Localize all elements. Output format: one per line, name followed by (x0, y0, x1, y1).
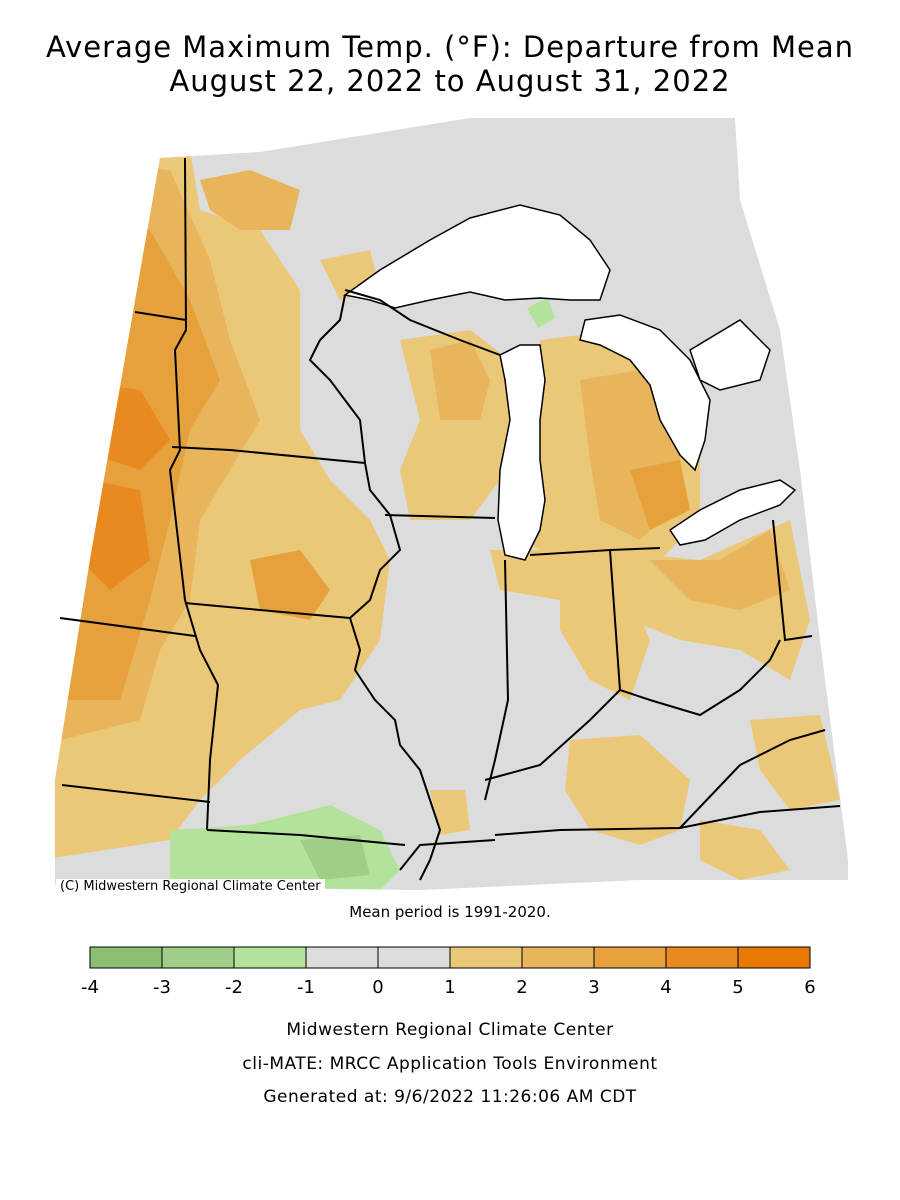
legend-swatch (305, 946, 379, 969)
legend-tick-label: 2 (516, 977, 527, 998)
legend-swatch (449, 946, 523, 969)
legend-swatch (89, 946, 163, 969)
map-date-range: August 22, 2022 to August 31, 2022 (169, 64, 731, 98)
lake-ontario-east (689, 319, 771, 391)
great-lakes (343, 204, 797, 561)
legend-tick-label: 3 (588, 977, 599, 998)
lake-superior (343, 204, 611, 309)
warm-anomaly-wisconsin (400, 330, 520, 520)
legend-swatch (233, 946, 307, 969)
legend-tick-label: -1 (297, 977, 315, 998)
map-copyright-label: (C) Midwestern Regional Climate Center (56, 879, 325, 895)
state-boundaries (59, 157, 841, 881)
legend-tick-label: 4 (660, 977, 671, 998)
legend-tick-label: -4 (81, 977, 99, 998)
legend-tick-label: 0 (372, 977, 383, 998)
legend-swatch (377, 946, 451, 969)
legend-tick-label: 5 (732, 977, 743, 998)
legend-swatch (593, 946, 667, 969)
credit-application: cli-MATE: MRCC Application Tools Environ… (242, 1054, 658, 1074)
legend-swatch (665, 946, 739, 969)
credit-generated-time: Generated at: 9/6/2022 11:26:06 AM CDT (263, 1087, 637, 1107)
lake-erie (668, 479, 797, 546)
legend-tick-label: 1 (444, 977, 455, 998)
map-title: Average Maximum Temp. (°F): Departure fr… (45, 30, 855, 64)
lake-michigan (497, 344, 546, 561)
credit-organization: Midwestern Regional Climate Center (286, 1020, 614, 1040)
legend-tick-label: -3 (153, 977, 171, 998)
cool-anomaly-upper-peninsula (527, 298, 555, 328)
lake-huron (579, 314, 711, 472)
legend-swatch (737, 946, 811, 969)
mean-period-note: Mean period is 1991-2020. (349, 903, 551, 921)
legend-tick-label: -2 (225, 977, 243, 998)
legend-tick-label: 6 (804, 977, 815, 998)
legend-swatch (161, 946, 235, 969)
color-legend: -4 -3 -2 -1 0 1 2 3 4 5 6 (81, 946, 816, 998)
legend-swatch (521, 946, 595, 969)
